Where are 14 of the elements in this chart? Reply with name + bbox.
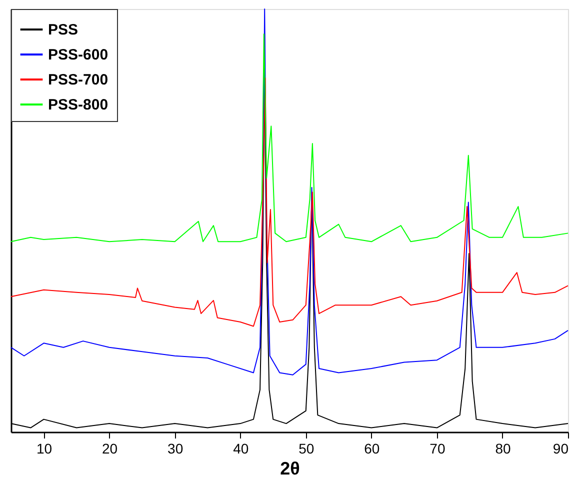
x-tick-label: 80	[495, 440, 511, 456]
x-tick-label: 60	[364, 440, 380, 456]
legend-label: PSS	[48, 22, 78, 38]
x-tick-label: 50	[298, 440, 314, 456]
legend-label: PSS-800	[48, 96, 108, 114]
x-tick-label: 90	[552, 440, 569, 456]
legend-label: PSS-600	[48, 46, 108, 64]
x-tick-label: 40	[233, 440, 249, 456]
x-tick-label: 70	[430, 440, 446, 456]
x-tick-label: 30	[168, 440, 184, 456]
legend-label: PSS-700	[48, 72, 108, 88]
x-tick-label: 20	[102, 440, 118, 456]
x-axis-title: 2θ	[280, 458, 300, 478]
x-tick-label: 10	[36, 440, 52, 456]
